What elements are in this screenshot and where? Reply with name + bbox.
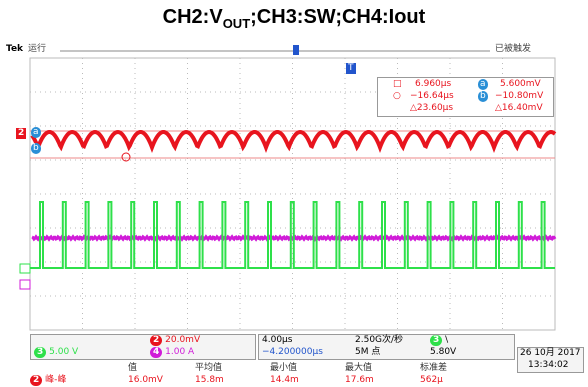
ch2-badge: 2 bbox=[150, 335, 162, 346]
cursor-b-value: −10.80mV bbox=[495, 91, 543, 102]
ch4-badge: 4 bbox=[150, 347, 162, 358]
ch2-waveform bbox=[32, 132, 555, 147]
cursor-b-time: −16.64µs bbox=[410, 91, 454, 102]
measurement-value: 14.4m bbox=[270, 375, 299, 386]
measurement-value: 16.0mV bbox=[128, 375, 163, 386]
cursor-delta-value: △16.40mV bbox=[495, 103, 543, 114]
measurement-value: 562µ bbox=[420, 375, 443, 386]
time: 13:34:02 bbox=[528, 360, 568, 371]
trigger-position-marker bbox=[293, 45, 299, 55]
measurement-channel: 2 bbox=[30, 375, 42, 386]
ch2-scale: 20.0mV bbox=[165, 335, 200, 345]
measurement-value: 15.8m bbox=[195, 375, 224, 386]
sample-rate: 2.50G次/秒 bbox=[355, 335, 403, 346]
measurement-header: 值 bbox=[128, 363, 137, 374]
measurement-header: 最大值 bbox=[345, 363, 372, 374]
cursor-a-value: 5.600mV bbox=[500, 79, 541, 90]
cursor-a-time: 6.960µs bbox=[415, 79, 451, 90]
ch4-marker bbox=[20, 280, 30, 289]
measurement-header: 平均值 bbox=[195, 363, 222, 374]
ch3-scale: 5.00 V bbox=[49, 347, 78, 357]
cursor-delta-time: △23.60µs bbox=[410, 103, 453, 114]
measurement-value: 17.6m bbox=[345, 375, 374, 386]
trigger-level: 5.80V bbox=[430, 347, 456, 358]
ch2-marker: 2 bbox=[16, 128, 26, 139]
cursor-a-label: a bbox=[478, 79, 488, 90]
record-length: 5M 点 bbox=[355, 347, 380, 358]
cursor-a-marker: a bbox=[31, 127, 41, 138]
cursor-b-label: b bbox=[478, 91, 488, 102]
timebase-position: −4.200000µs bbox=[262, 347, 323, 358]
ch3-marker bbox=[20, 264, 30, 273]
cursor-b-marker: b bbox=[31, 143, 41, 154]
timebase-scale: 4.00µs bbox=[262, 335, 292, 346]
measurement-header: 标准差 bbox=[420, 363, 447, 374]
date: 26 10月 2017 bbox=[520, 348, 581, 359]
scope-display bbox=[0, 0, 588, 387]
ch4-scale: 1.00 A bbox=[165, 347, 194, 357]
ch3-badge: 3 bbox=[34, 347, 46, 358]
page: CH2:VOUT;CH3:SW;CH4:Iout Tek 运行 已被触发 2 a… bbox=[0, 0, 588, 387]
trigger-source: 3 bbox=[430, 335, 442, 346]
cursor-a-icon: □ bbox=[393, 79, 402, 90]
measurement-header: 最小值 bbox=[270, 363, 297, 374]
trigger-marker: T bbox=[346, 63, 356, 74]
cursor-b-icon: ○ bbox=[393, 91, 401, 102]
measurement-name: 峰-峰 bbox=[45, 375, 66, 385]
